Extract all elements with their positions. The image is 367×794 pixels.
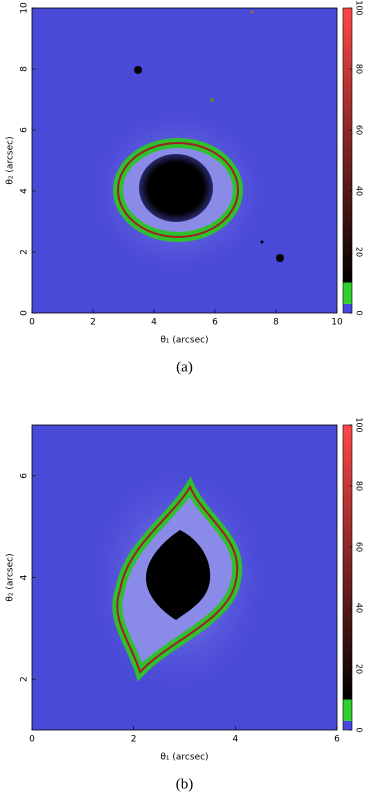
image-b bbox=[32, 425, 337, 730]
colorbar-tick-label: 100 bbox=[355, 0, 364, 15]
colorbar-tick-label: 0 bbox=[355, 310, 364, 315]
colorbar-tick-label: 80 bbox=[355, 64, 364, 74]
y-tick-label: 10 bbox=[20, 2, 30, 14]
x-tick-label: 0 bbox=[29, 735, 35, 745]
y-tick-label: 4 bbox=[20, 188, 30, 194]
x-tick-label: 10 bbox=[331, 318, 343, 328]
colorbar-segment bbox=[343, 282, 352, 304]
colorbar-tick-label: 40 bbox=[355, 603, 364, 613]
caption: (a) bbox=[176, 359, 193, 375]
colorbar-tick-label: 80 bbox=[355, 481, 364, 491]
x-tick-label: 2 bbox=[90, 318, 96, 328]
y-tick-label: 6 bbox=[20, 473, 30, 479]
y-axis-label: θ₂ (arcsec) bbox=[6, 136, 16, 184]
colorbar-segment bbox=[343, 699, 352, 721]
colorbar-frame bbox=[342, 7, 353, 314]
y-tick-label: 8 bbox=[20, 66, 30, 72]
colorbar-tick-label: 20 bbox=[355, 664, 364, 674]
x-tick-label: 0 bbox=[29, 318, 35, 328]
y-tick-label: 2 bbox=[20, 249, 30, 255]
colorbar-segment bbox=[343, 425, 352, 700]
caption: (b) bbox=[176, 776, 194, 792]
x-tick-label: 4 bbox=[151, 318, 157, 328]
plot-frame bbox=[31, 7, 338, 314]
colorbar-tick-label: 100 bbox=[355, 417, 364, 432]
colorbar-segment bbox=[343, 720, 352, 730]
x-tick-label: 4 bbox=[232, 735, 238, 745]
x-tick-label: 2 bbox=[131, 735, 137, 745]
colorbar-tick-label: 20 bbox=[355, 247, 364, 257]
y-tick-label: 4 bbox=[20, 574, 30, 580]
colorbar-tick-label: 60 bbox=[355, 125, 364, 135]
x-axis-label: θ₁ (arcsec) bbox=[160, 753, 208, 763]
x-tick-label: 8 bbox=[273, 318, 279, 328]
image-a bbox=[32, 8, 337, 313]
colorbar-tick-label: 40 bbox=[355, 186, 364, 196]
y-axis-label: θ₂ (arcsec) bbox=[6, 553, 16, 601]
y-tick-label: 2 bbox=[20, 676, 30, 682]
colorbar-tick-label: 60 bbox=[355, 542, 364, 552]
x-tick-label: 6 bbox=[334, 735, 340, 745]
colorbar-tick-label: 0 bbox=[355, 727, 364, 732]
colorbar-segment bbox=[343, 303, 352, 313]
colorbar-segment bbox=[343, 8, 352, 283]
colorbar-frame bbox=[342, 424, 353, 731]
x-tick-label: 6 bbox=[212, 318, 218, 328]
x-axis-label: θ₁ (arcsec) bbox=[160, 336, 208, 346]
y-tick-label: 0 bbox=[20, 310, 30, 316]
y-tick-label: 6 bbox=[20, 127, 30, 133]
